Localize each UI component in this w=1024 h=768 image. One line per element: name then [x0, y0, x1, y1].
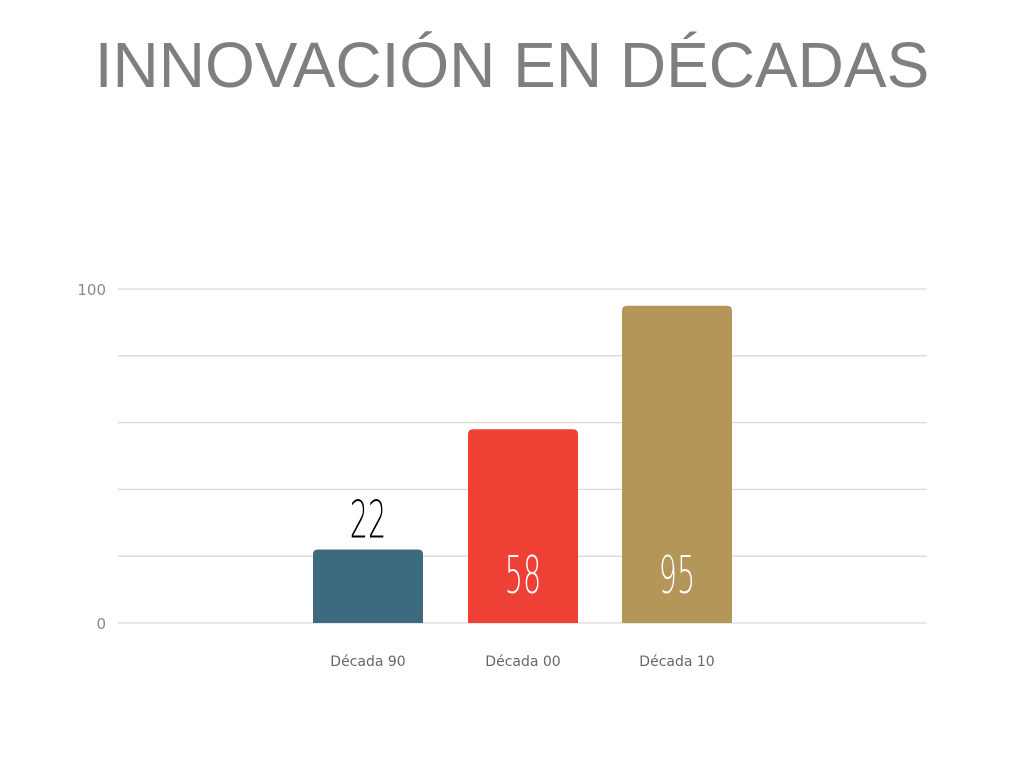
bar — [468, 429, 578, 623]
x-tick-label: Década 10 — [639, 654, 714, 670]
x-tick-label: Década 90 — [330, 654, 405, 670]
x-tick-label: Década 00 — [485, 654, 560, 670]
y-tick-label: 0 — [96, 615, 106, 633]
y-tick-label: 100 — [77, 281, 106, 299]
chart-title: INNOVACIÓN EN DÉCADAS — [94, 29, 930, 101]
bar — [622, 305, 732, 623]
data-label: 22 — [350, 489, 386, 550]
data-label: 95 — [659, 545, 695, 606]
data-label: 58 — [505, 545, 541, 606]
bar — [313, 549, 423, 623]
